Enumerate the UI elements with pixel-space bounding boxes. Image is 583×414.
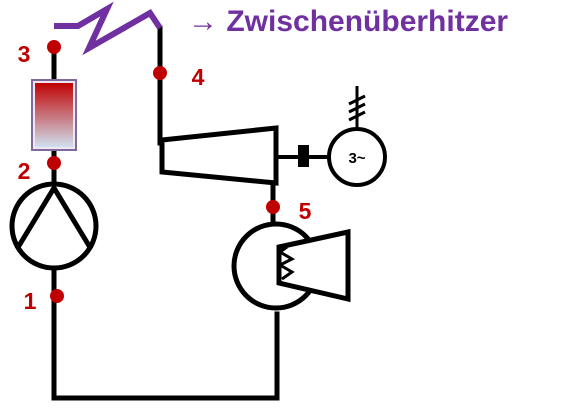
ground-icon	[348, 86, 366, 129]
state-label-2: 2	[18, 158, 31, 184]
state-label-1: 1	[24, 288, 37, 314]
state-point-4	[153, 66, 167, 80]
state-point-3	[47, 40, 61, 54]
reheater-heading: → Zwischenüberhitzer	[188, 4, 508, 40]
boiler-heater-frame	[31, 79, 77, 151]
state-point-1	[50, 289, 64, 303]
state-point-2	[47, 156, 61, 170]
reheater-zigzag	[54, 1, 163, 56]
boiler-heater	[33, 81, 75, 149]
turbine	[159, 125, 279, 186]
state-label-4: 4	[192, 64, 205, 90]
state-point-5	[266, 200, 280, 214]
state-label-5: 5	[299, 198, 312, 224]
right-arrow-icon: →	[188, 5, 218, 38]
reheat-return-line	[157, 25, 168, 146]
generator: 3~	[327, 127, 387, 187]
reheater-heading-text: Zwischenüberhitzer	[226, 5, 509, 38]
condenser	[231, 221, 351, 311]
shaft-coupling	[298, 145, 309, 167]
state-label-3: 3	[18, 41, 31, 67]
generator-label: 3~	[348, 150, 365, 167]
feed-pump	[9, 181, 99, 271]
